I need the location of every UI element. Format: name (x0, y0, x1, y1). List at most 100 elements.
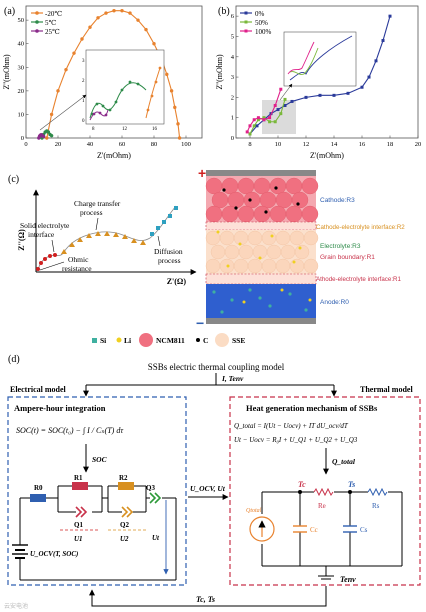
xtick-label: 18 (387, 141, 394, 148)
ytick-label: 4 (231, 54, 235, 61)
sse-particle (233, 258, 249, 274)
panel-b-legend: 0% 50% 100% (240, 10, 272, 36)
tc-label: Tc (298, 480, 306, 489)
data-point (248, 132, 252, 136)
panel-b-frame (235, 5, 419, 139)
q-total-signal: Q_total (332, 457, 356, 466)
li-swatch (116, 337, 122, 343)
sse-particle (289, 258, 305, 274)
re-label: Re (318, 502, 326, 510)
data-point (41, 134, 46, 139)
data-point (283, 104, 287, 108)
annot-diffusion-2: process (158, 256, 181, 265)
inset-ytick-1: 1 (82, 99, 85, 104)
sse-particle (266, 244, 282, 260)
data-point (176, 122, 180, 126)
li-ion (238, 242, 242, 246)
inset-point (120, 88, 124, 92)
data-point (80, 37, 84, 41)
ytick-label: 5 (231, 33, 234, 40)
data-point (245, 130, 249, 134)
inset-point (154, 80, 158, 84)
data-point (165, 72, 169, 77)
tenv-label: Tenv (340, 575, 356, 584)
li-ion (226, 264, 230, 268)
inset-point (150, 94, 154, 98)
annot-process: process (80, 208, 103, 217)
ncm811-particle (227, 191, 245, 209)
ncm811-particle (205, 177, 223, 195)
li-ion (270, 234, 274, 238)
si-particle (212, 290, 216, 294)
ecm-circuit (12, 482, 177, 581)
soc-equation: SOC(t) = SOC(t₀) − ∫ I / Cₙ(T) dτ (16, 426, 124, 435)
data-point (177, 136, 182, 140)
si-particle (258, 296, 262, 300)
annot-diffusion-1: Diffusion (154, 247, 183, 256)
inset-point (136, 82, 140, 86)
q3-cpe (149, 492, 162, 504)
data-point (136, 18, 140, 22)
xtick-label: 20 (55, 141, 62, 148)
panel-b-ylabel: Z''(mOhm) (215, 54, 224, 90)
inset-point (98, 111, 102, 115)
data-point (273, 104, 277, 108)
ncm-swatch (139, 333, 153, 347)
legend-a-1: 5℃ (45, 19, 57, 27)
panel-a-yticks: 0 10 20 30 40 50 (18, 17, 29, 142)
inset-xtick-0: 8 (92, 127, 95, 132)
li-ion (216, 230, 220, 234)
carbon-particle (296, 202, 300, 206)
data-point (252, 124, 256, 128)
si-particle (220, 310, 224, 314)
q1-label: Q1 (74, 521, 83, 529)
ytick-label: 6 (231, 13, 235, 20)
li-ions (216, 230, 312, 304)
panel-a-label: (a) (4, 6, 15, 17)
inset-point (90, 112, 94, 116)
data-point (256, 118, 260, 122)
data-point (279, 112, 283, 116)
r0-label: R0 (34, 484, 43, 492)
sse-particle (219, 230, 235, 246)
panel-c: (c) Z''(Ω) Z'(Ω) Charge transfer process… (8, 165, 405, 347)
bottom-collector (206, 318, 316, 324)
sse-particle (247, 258, 263, 274)
ytick-label: 3 (231, 74, 234, 81)
inset-point (108, 108, 112, 112)
nyquist-markers (36, 206, 178, 271)
panel-b: (b) Z''(mOhm) Z'(mOhm) 8 10 12 14 16 18 20 012… (215, 5, 421, 160)
sse-particle (210, 244, 226, 260)
si-particle (304, 308, 308, 312)
inset-point (128, 80, 132, 84)
li-ion (292, 260, 296, 264)
li-ion (280, 288, 284, 292)
series-line-0 (249, 16, 391, 135)
ncm811-particle (253, 205, 271, 223)
panel-a: (a) Z''(mOhm) Z'(mOhm) 0 20 40 60 80 100 0102… (2, 5, 203, 160)
xtick-label: 100 (181, 141, 191, 148)
li-ion (308, 298, 312, 302)
panel-b-inset (279, 31, 357, 101)
data-point (252, 118, 256, 122)
data-point (262, 116, 266, 120)
panel-b-xlabel: Z'(mOhm) (310, 151, 344, 160)
q3-label: Q3 (146, 484, 155, 492)
sse-particle (303, 258, 319, 274)
xtick-label: 14 (331, 141, 338, 148)
sse-particle (261, 258, 277, 274)
panel-a-xlabel: Z'(mOhm) (97, 151, 131, 160)
ytick-label: 20 (18, 88, 25, 95)
data-point (304, 95, 308, 99)
heat-equation-1: Q_total = I(Ut − Uocv) + IT dU_ocv/dT (234, 422, 349, 430)
ytick-label: 40 (18, 41, 25, 48)
input-i-tenv: I, Tenv (221, 374, 244, 383)
sse-particle (238, 244, 254, 260)
panel-a-xticks: 0 20 40 60 80 100 (24, 135, 191, 148)
electrical-model-label: Electrical model (10, 385, 67, 394)
legend-b-1: 50% (255, 19, 268, 27)
ytick-label: 0 (21, 135, 24, 142)
annot-ohmic-2: resistance (62, 264, 92, 273)
cei-layer (205, 221, 317, 231)
